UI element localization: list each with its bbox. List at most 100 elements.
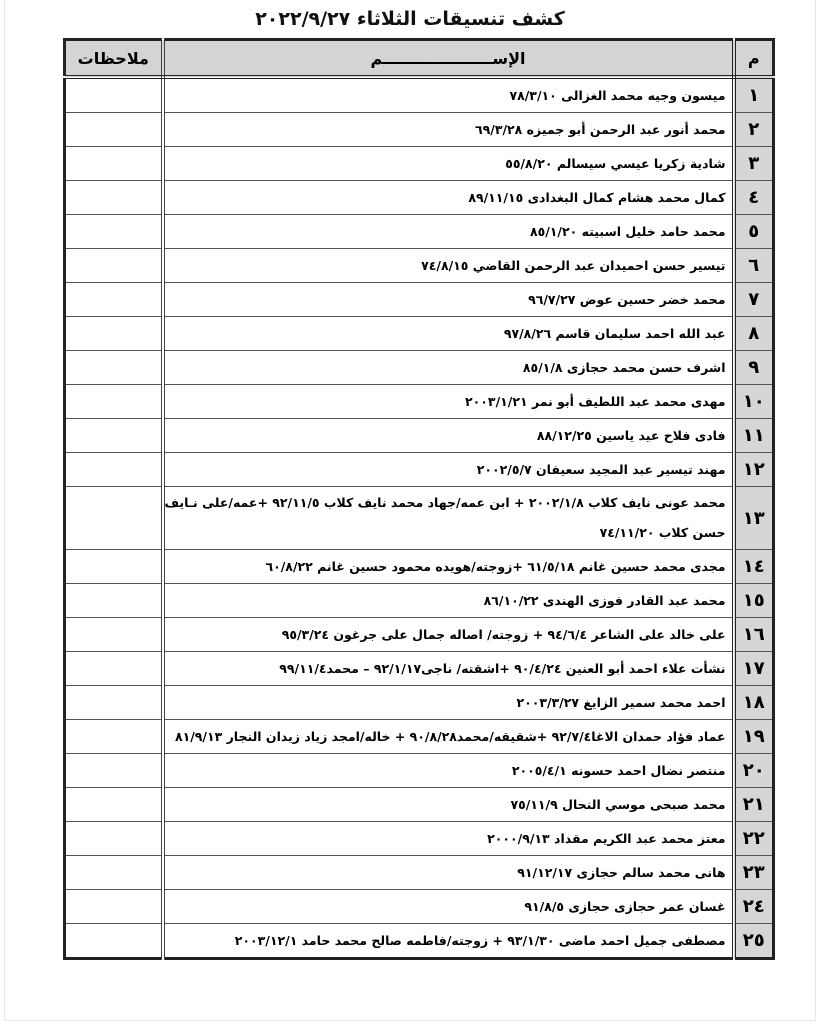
row-name: محمد أنور عبد الرحمن أبو جميزه ٦٩/٣/٢٨ (160, 112, 734, 147)
row-notes (64, 76, 163, 113)
row-notes (64, 889, 163, 924)
document-title: كشف تنسيقات الثلاثاء ٢٠٢٢/٩/٢٧ (255, 8, 565, 30)
row-name: عماد فؤاد حمدان الاغا٩٢/٧/٤ +شقيقه/محمد٩… (160, 719, 734, 754)
table-row: ١٠ مهدى محمد عبد اللطيف أبو نمر ٢٠٠٣/١/٢١ (64, 384, 774, 419)
table-row: ٩ اشرف حسن محمد حجازى ٨٥/١/٨ (64, 350, 774, 385)
row-name: فادى فلاح عيد ياسين ٨٨/١٢/٢٥ (160, 418, 734, 453)
row-name: عبد الله احمد سليمان قاسم ٩٧/٨/٢٦ (160, 316, 734, 351)
row-notes (64, 214, 163, 249)
table-row: ١٧ نشأت علاء احمد أبو العنين ٩٠/٤/٢٤ +اشق… (64, 651, 774, 686)
row-number: ٢٣ (731, 855, 774, 890)
table-row: ٦ تيسير حسن احميدان عبد الرحمن القاضي ٧٤/… (64, 248, 774, 283)
document-page: كشف تنسيقات الثلاثاء ٢٠٢٢/٩/٢٧ م الإســـ… (4, 0, 816, 1021)
row-notes (64, 248, 163, 283)
row-number: ٣ (731, 146, 774, 181)
row-number: ٤ (731, 180, 774, 215)
table-row: ٢٤ غسان عمر حجازى حجازى ٩١/٨/٥ (64, 889, 774, 924)
row-name: مهند تيسير عبد المجيد سعيفان ٢٠٠٢/٥/٧ (160, 452, 734, 487)
row-name: محمد عونى نايف كلاب ٢٠٠٢/١/٨ + ابن عمه/ج… (160, 486, 734, 550)
row-number: ٢٤ (731, 889, 774, 924)
table-row: ٢٣ هانى محمد سالم حجازى ٩١/١٢/١٧ (64, 855, 774, 890)
row-number: ١٧ (731, 651, 774, 686)
table-row: ٣ شادية زكريا عيسي سيسالم ٥٥/٨/٢٠ (64, 146, 774, 181)
row-number: ١ (731, 76, 774, 113)
row-number: ٢٠ (731, 753, 774, 788)
table-row: ٤ كمال محمد هشام كمال البغدادى ٨٩/١١/١٥ (64, 180, 774, 215)
table-row: ١٦ على خالد على الشاعر ٩٤/٦/٤ + زوجته/ اص… (64, 617, 774, 652)
row-name: نشأت علاء احمد أبو العنين ٩٠/٤/٢٤ +اشقته… (160, 651, 734, 686)
table-row: ٥ محمد حامد خليل اسبيته ٨٥/١/٢٠ (64, 214, 774, 249)
row-notes (64, 180, 163, 215)
row-notes (64, 316, 163, 351)
row-name: كمال محمد هشام كمال البغدادى ٨٩/١١/١٥ (160, 180, 734, 215)
row-number: ١٣ (731, 486, 774, 550)
row-number: ١٤ (731, 549, 774, 584)
row-notes (64, 146, 163, 181)
row-name: احمد محمد سمير الزايغ ٢٠٠٣/٣/٢٧ (160, 685, 734, 720)
header-notes: ملاحظات (64, 39, 163, 79)
row-number: ٨ (731, 316, 774, 351)
table-row: ١ ميسون وجيه محمد الغزالى ٧٨/٣/١٠ (64, 76, 774, 113)
row-number: ١٠ (731, 384, 774, 419)
row-notes (64, 685, 163, 720)
row-number: ٢ (731, 112, 774, 147)
row-number: ٢١ (731, 787, 774, 822)
row-name: منتصر نضال احمد حسونه ٢٠٠٥/٤/١ (160, 753, 734, 788)
row-number: ١٢ (731, 452, 774, 487)
row-notes (64, 350, 163, 385)
row-notes (64, 418, 163, 453)
row-notes (64, 651, 163, 686)
row-name: محمد خضر حسين عوض ٩٦/٧/٢٧ (160, 282, 734, 317)
row-notes (64, 617, 163, 652)
row-number: ٢٢ (731, 821, 774, 856)
row-name: محمد صبحى موسي النحال ٧٥/١١/٩ (160, 787, 734, 822)
row-notes (64, 855, 163, 890)
row-name: مهدى محمد عبد اللطيف أبو نمر ٢٠٠٣/١/٢١ (160, 384, 734, 419)
row-number: ٦ (731, 248, 774, 283)
row-notes (64, 384, 163, 419)
row-name: مصطفى جميل احمد ماضى ٩٣/١/٣٠ + زوجته/فاط… (160, 923, 734, 959)
row-notes (64, 452, 163, 487)
row-notes (64, 923, 163, 959)
row-number: ١٩ (731, 719, 774, 754)
row-number: ١٨ (731, 685, 774, 720)
table-header-row: م الإســــــــــــــــــــم ملاحظات (64, 39, 774, 79)
table-row: ٢١ محمد صبحى موسي النحال ٧٥/١١/٩ (64, 787, 774, 822)
row-name: محمد عبد القادر فوزى الهندى ٨٦/١٠/٢٢ (160, 583, 734, 618)
header-number: م (731, 39, 774, 79)
header-name: الإســــــــــــــــــــم (160, 39, 734, 79)
row-number: ١٥ (731, 583, 774, 618)
table-row: ١١ فادى فلاح عيد ياسين ٨٨/١٢/٢٥ (64, 418, 774, 453)
table-row: ٢ محمد أنور عبد الرحمن أبو جميزه ٦٩/٣/٢٨ (64, 112, 774, 147)
table-row: ٢٢ معتز محمد عبد الكريم مقداد ٢٠٠٠/٩/١٣ (64, 821, 774, 856)
table-row: ١٣ محمد عونى نايف كلاب ٢٠٠٢/١/٨ + ابن عمه… (64, 486, 774, 550)
row-notes (64, 787, 163, 822)
row-number: ٧ (731, 282, 774, 317)
row-name: معتز محمد عبد الكريم مقداد ٢٠٠٠/٩/١٣ (160, 821, 734, 856)
table-row: ١٤ مجدى محمد حسين غانم ٦١/٥/١٨ +زوجته/هوي… (64, 549, 774, 584)
row-number: ١٦ (731, 617, 774, 652)
table-row: ١٥ محمد عبد القادر فوزى الهندى ٨٦/١٠/٢٢ (64, 583, 774, 618)
row-notes (64, 112, 163, 147)
row-number: ١١ (731, 418, 774, 453)
row-notes (64, 486, 163, 550)
row-notes (64, 753, 163, 788)
row-number: ٩ (731, 350, 774, 385)
table-row: ٧ محمد خضر حسين عوض ٩٦/٧/٢٧ (64, 282, 774, 317)
row-name: محمد حامد خليل اسبيته ٨٥/١/٢٠ (160, 214, 734, 249)
row-name: ميسون وجيه محمد الغزالى ٧٨/٣/١٠ (160, 76, 734, 113)
row-notes (64, 719, 163, 754)
row-notes (64, 549, 163, 584)
row-name: اشرف حسن محمد حجازى ٨٥/١/٨ (160, 350, 734, 385)
row-notes (64, 282, 163, 317)
row-notes (64, 583, 163, 618)
table-row: ١٩ عماد فؤاد حمدان الاغا٩٢/٧/٤ +شقيقه/محم… (64, 719, 774, 754)
table-row: ٢٥ مصطفى جميل احمد ماضى ٩٣/١/٣٠ + زوجته/ف… (64, 923, 774, 959)
row-name: تيسير حسن احميدان عبد الرحمن القاضي ٧٤/٨… (160, 248, 734, 283)
table-row: ٨ عبد الله احمد سليمان قاسم ٩٧/٨/٢٦ (64, 316, 774, 351)
row-name: هانى محمد سالم حجازى ٩١/١٢/١٧ (160, 855, 734, 890)
row-name: على خالد على الشاعر ٩٤/٦/٤ + زوجته/ اصال… (160, 617, 734, 652)
row-name: غسان عمر حجازى حجازى ٩١/٨/٥ (160, 889, 734, 924)
table-row: ٢٠ منتصر نضال احمد حسونه ٢٠٠٥/٤/١ (64, 753, 774, 788)
row-name: مجدى محمد حسين غانم ٦١/٥/١٨ +زوجته/هويده… (160, 549, 734, 584)
